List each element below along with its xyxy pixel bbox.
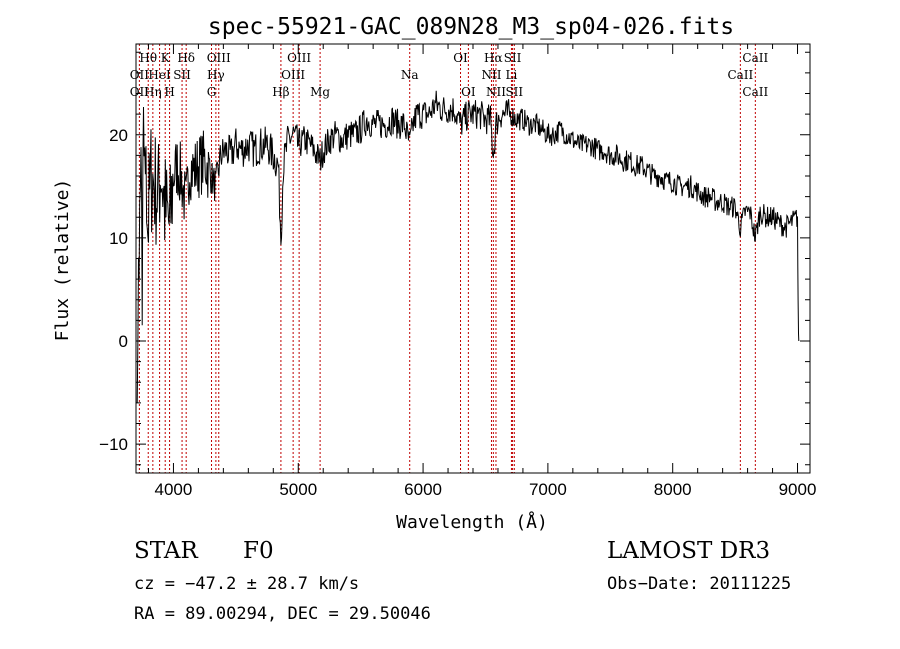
x-tick-label: 9000 <box>779 480 817 499</box>
line-marker-label: OI <box>461 85 476 99</box>
x-tick-label: 6000 <box>404 480 442 499</box>
line-marker-label: Hγ <box>207 68 225 82</box>
line-markers <box>138 44 756 473</box>
x-tick-label: 5000 <box>279 480 317 499</box>
x-tick-label: 7000 <box>529 480 567 499</box>
line-marker-label: HeI <box>148 68 171 82</box>
line-marker-label: OIII <box>281 68 305 82</box>
y-tick-label: 20 <box>109 126 128 145</box>
line-marker-label: OII <box>130 85 150 99</box>
coordinates: RA = 89.00294, DEC = 29.50046 <box>134 604 431 624</box>
line-marker-label: Mg <box>310 85 330 99</box>
line-marker-label: G <box>207 85 217 99</box>
x-axis: 4000 5000 6000 7000 8000 9000 <box>147 44 817 499</box>
y-tick-label: −10 <box>99 435 128 454</box>
line-marker-label: Hα <box>484 51 503 65</box>
survey-name: LAMOST DR3 <box>607 538 771 564</box>
x-tick-label: 4000 <box>155 480 193 499</box>
line-marker-label: Na <box>401 68 419 82</box>
line-marker-label: OIII <box>207 51 231 65</box>
line-marker-label: OIII <box>287 51 311 65</box>
line-marker-label: SII <box>504 51 522 65</box>
x-axis-label: Wavelength (Å) <box>396 511 548 533</box>
spectrum-line <box>136 90 800 403</box>
line-marker-label: CaII <box>727 68 753 82</box>
line-marker-label: NII <box>486 85 506 99</box>
x-tick-label: 8000 <box>654 480 692 499</box>
y-tick-label: 0 <box>119 332 128 351</box>
y-axis: −10 0 10 20 <box>99 51 810 466</box>
line-marker-label: CaII <box>742 85 768 99</box>
spectrum-chart: spec-55921-GAC_089N28_M3_sp04-026.fits H… <box>52 14 817 533</box>
line-marker-label: Hβ <box>272 85 289 99</box>
line-marker-label: SII <box>505 85 523 99</box>
line-marker-label: CaII <box>742 51 768 65</box>
object-class: STAR <box>134 538 198 564</box>
y-tick-label: 10 <box>109 229 128 248</box>
redshift-cz: cz = −47.2 ± 28.7 km/s <box>134 574 360 594</box>
chart-title: spec-55921-GAC_089N28_M3_sp04-026.fits <box>208 14 734 40</box>
line-marker-label: K <box>161 51 171 65</box>
line-marker-label: OII <box>130 68 150 82</box>
object-subclass: F0 <box>243 538 274 564</box>
line-marker-label: NII <box>481 68 501 82</box>
line-marker-label: SII <box>173 68 191 82</box>
line-marker-label: OI <box>453 51 468 65</box>
line-marker-label: H <box>164 85 174 99</box>
line-marker-label: Hη <box>144 85 162 99</box>
line-marker-label: Hδ <box>177 51 195 65</box>
observation-date: Obs−Date: 20111225 <box>607 574 792 594</box>
y-axis-label: Flux (relative) <box>52 179 73 342</box>
line-marker-label: Hθ <box>139 51 157 65</box>
line-marker-label: Li <box>506 68 518 82</box>
